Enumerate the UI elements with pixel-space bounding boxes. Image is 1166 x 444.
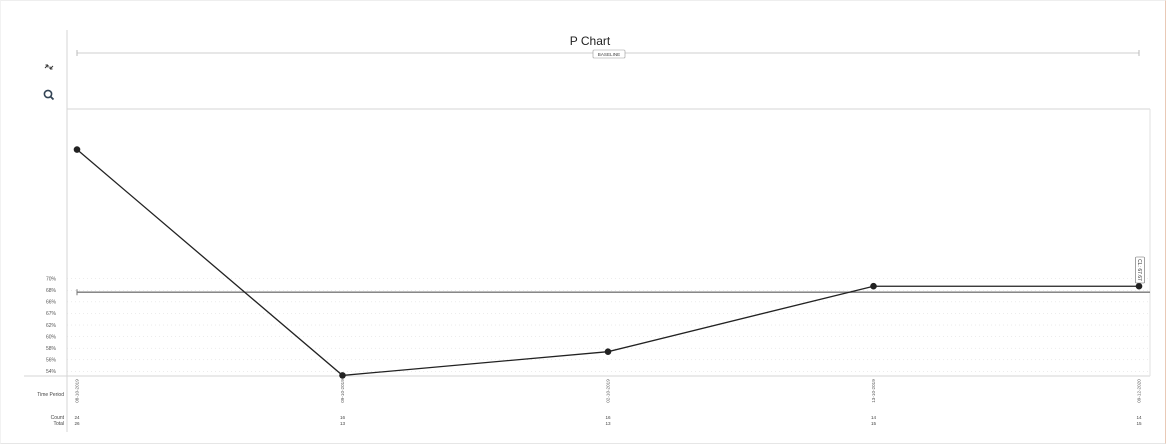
expand-arrows-icon[interactable] [40,58,58,76]
count-value: 14 [871,415,877,420]
magnifier-icon[interactable] [40,86,58,104]
time-period-label: 13-10-2019 [871,379,876,403]
row-label-time-period: Time Period [37,392,64,398]
count-value: 16 [605,415,611,420]
count-value: 14 [1136,415,1142,420]
center-line-label-box [1135,256,1145,284]
y-tick-label: 60% [46,334,57,340]
y-tick-label: 58% [46,346,57,352]
data-point [1135,282,1143,290]
phase-label-box [592,49,626,59]
data-point [604,348,612,355]
data-point [870,282,877,290]
data-point [339,372,346,379]
center-line-label: CL: 67.67 [1136,259,1142,281]
time-period-label: 09-12-2020 [1137,379,1142,403]
time-period-label: 08-10-2019 [75,379,80,403]
chart-title: P Chart [570,34,611,48]
row-label-count: Count [51,415,65,421]
total-value: 13 [340,421,346,426]
total-value: 15 [1136,421,1142,426]
y-tick-label: 66% [46,300,57,306]
y-tick-label: 62% [46,323,57,329]
data-point [73,146,81,153]
time-period-label: 02-10-2019 [606,379,611,403]
y-tick-label: 67% [46,311,57,317]
time-period-label: 09-10-2019 [340,379,345,403]
y-tick-label: 68% [46,288,57,294]
y-tick-label: 70% [46,276,57,282]
series-line [76,149,1139,377]
count-value: 24 [74,415,80,420]
row-label-total: Total [53,421,64,427]
phase-label: BASELINE [598,52,620,57]
center-line-label-group: CL: 67.67 [1135,256,1145,284]
total-value: 26 [74,421,80,426]
total-value: 13 [605,421,611,426]
y-tick-label: 56% [46,358,57,364]
total-value: 15 [871,421,877,426]
count-value: 16 [340,415,346,420]
y-tick-label: 54% [46,369,57,375]
